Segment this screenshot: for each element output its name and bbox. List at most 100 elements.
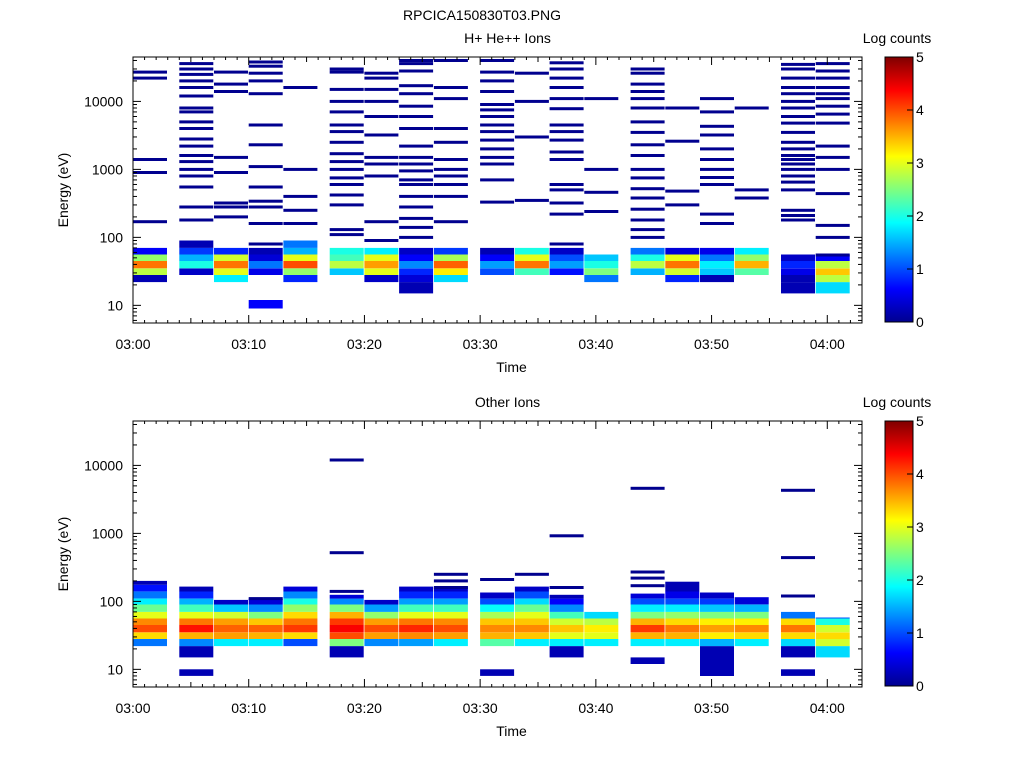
- spectrogram-cell: [514, 639, 549, 647]
- y-tick-label: 100: [100, 593, 124, 609]
- spectrogram-count-line: [248, 64, 283, 68]
- spectrogram-cell: [433, 618, 468, 625]
- spectrogram-count-line: [665, 189, 700, 193]
- spectrogram-cell: [133, 639, 167, 647]
- spectrogram-cell: [549, 646, 584, 658]
- spectrogram-count-line: [433, 59, 468, 62]
- x-tick-label: 03:20: [347, 700, 382, 716]
- spectrogram-cell: [700, 604, 734, 612]
- spectrogram-count-line: [433, 86, 468, 89]
- x-tick-label: 03:00: [115, 336, 150, 352]
- spectrogram-count-line: [329, 176, 364, 180]
- spectrogram-cell: [248, 618, 283, 625]
- spectrogram-count-line: [781, 154, 815, 157]
- spectrogram-cell: [514, 247, 549, 255]
- spectrogram-count-line: [248, 199, 283, 203]
- spectrogram-cell: [781, 254, 815, 261]
- spectrogram-count-line: [630, 82, 665, 86]
- x-tick-label: 03:50: [694, 336, 729, 352]
- spectrogram-count-line: [700, 212, 734, 216]
- spectrogram-count-line: [433, 97, 468, 101]
- spectrogram-count-line: [781, 167, 815, 171]
- spectrogram-count-line: [248, 222, 283, 225]
- spectrogram-cell: [433, 639, 468, 647]
- spectrogram-count-line: [248, 92, 283, 96]
- spectrogram-count-line: [584, 97, 619, 101]
- spectrogram-cell: [700, 632, 734, 639]
- spectrogram-count-line: [248, 597, 283, 601]
- spectrogram-cell: [665, 611, 700, 619]
- spectrogram-count-line: [179, 127, 214, 130]
- x-axis-label: Time: [496, 723, 527, 739]
- spectrogram-count-line: [549, 201, 584, 205]
- spectrogram-count-line: [630, 97, 665, 101]
- spectrogram-count-line: [815, 192, 850, 196]
- spectrogram-cell: [514, 260, 549, 269]
- spectrogram-cell: [364, 624, 399, 633]
- spectrogram-count-line: [329, 228, 364, 232]
- spectrogram-cell: [734, 624, 769, 633]
- spectrogram-count-line: [399, 84, 434, 88]
- spectrogram-count-line: [480, 59, 515, 62]
- spectrogram-cell: [549, 260, 584, 269]
- spectrogram-count-line: [549, 61, 584, 65]
- plot-frame: [132, 420, 863, 688]
- x-tick-label: 03:00: [115, 700, 150, 716]
- spectrogram-cell: [214, 611, 248, 619]
- spectrogram-count-line: [781, 174, 815, 178]
- spectrogram-cell: [433, 268, 468, 275]
- spectrogram-cell: [329, 268, 364, 275]
- spectrogram-count-line: [630, 570, 665, 574]
- spectrogram-cell: [781, 669, 815, 676]
- spectrogram-cell: [364, 639, 399, 647]
- spectrogram-count-line: [700, 124, 734, 128]
- spectrogram-count-line: [399, 178, 434, 182]
- spectrogram-cell: [514, 598, 549, 605]
- spectrogram-count-line: [329, 123, 364, 127]
- spectrogram-cell: [514, 604, 549, 612]
- spectrogram-count-line: [179, 86, 214, 89]
- spectrogram-cell: [781, 646, 815, 658]
- spectrogram-count-line: [364, 71, 399, 75]
- spectrogram-count-line: [781, 594, 815, 598]
- spectrogram-cell: [179, 247, 214, 255]
- spectrogram-cell: [549, 254, 584, 261]
- spectrogram-count-line: [781, 180, 815, 184]
- spectrogram-count-line: [133, 76, 167, 80]
- spectrogram-count-line: [480, 115, 515, 118]
- spectrogram-cell: [514, 591, 549, 599]
- spectrogram-count-line: [549, 150, 584, 154]
- spectrogram-count-line: [214, 90, 248, 93]
- spectrogram-cell: [329, 632, 364, 639]
- panel-title: Other Ions: [475, 394, 540, 410]
- spectrogram-cell: [734, 260, 769, 269]
- spectrogram-cell: [815, 268, 850, 275]
- spectrogram-count-line: [549, 158, 584, 161]
- spectrogram-count-line: [283, 167, 318, 171]
- colorbar-tick-label: 0: [916, 314, 924, 330]
- spectrogram-count-line: [179, 137, 214, 141]
- spectrogram-count-line: [179, 106, 214, 110]
- spectrogram-cell: [480, 592, 515, 599]
- spectrogram-cell: [630, 604, 665, 612]
- spectrogram-count-line: [329, 87, 364, 91]
- spectrogram-cell: [700, 275, 734, 283]
- spectrogram-cell: [734, 632, 769, 639]
- spectrogram-count-line: [480, 147, 515, 151]
- spectrogram-count-line: [734, 196, 769, 200]
- spectrogram-cell: [179, 268, 214, 275]
- spectrogram-count-line: [700, 158, 734, 161]
- spectrogram-count-line: [329, 160, 364, 164]
- spectrogram-count-line: [700, 183, 734, 186]
- spectrogram-count-line: [133, 70, 167, 74]
- x-tick-label: 04:00: [810, 336, 845, 352]
- spectrogram-cell: [283, 268, 318, 275]
- spectrogram-count-line: [399, 235, 434, 239]
- spectrogram-count-line: [781, 99, 815, 103]
- spectrogram-count-line: [433, 174, 468, 178]
- spectrogram-cell: [480, 639, 515, 647]
- spectrogram-count-line: [433, 220, 468, 224]
- spectrogram-cell: [399, 624, 434, 633]
- spectrogram-cell: [179, 618, 214, 625]
- spectrogram-cell: [781, 639, 815, 647]
